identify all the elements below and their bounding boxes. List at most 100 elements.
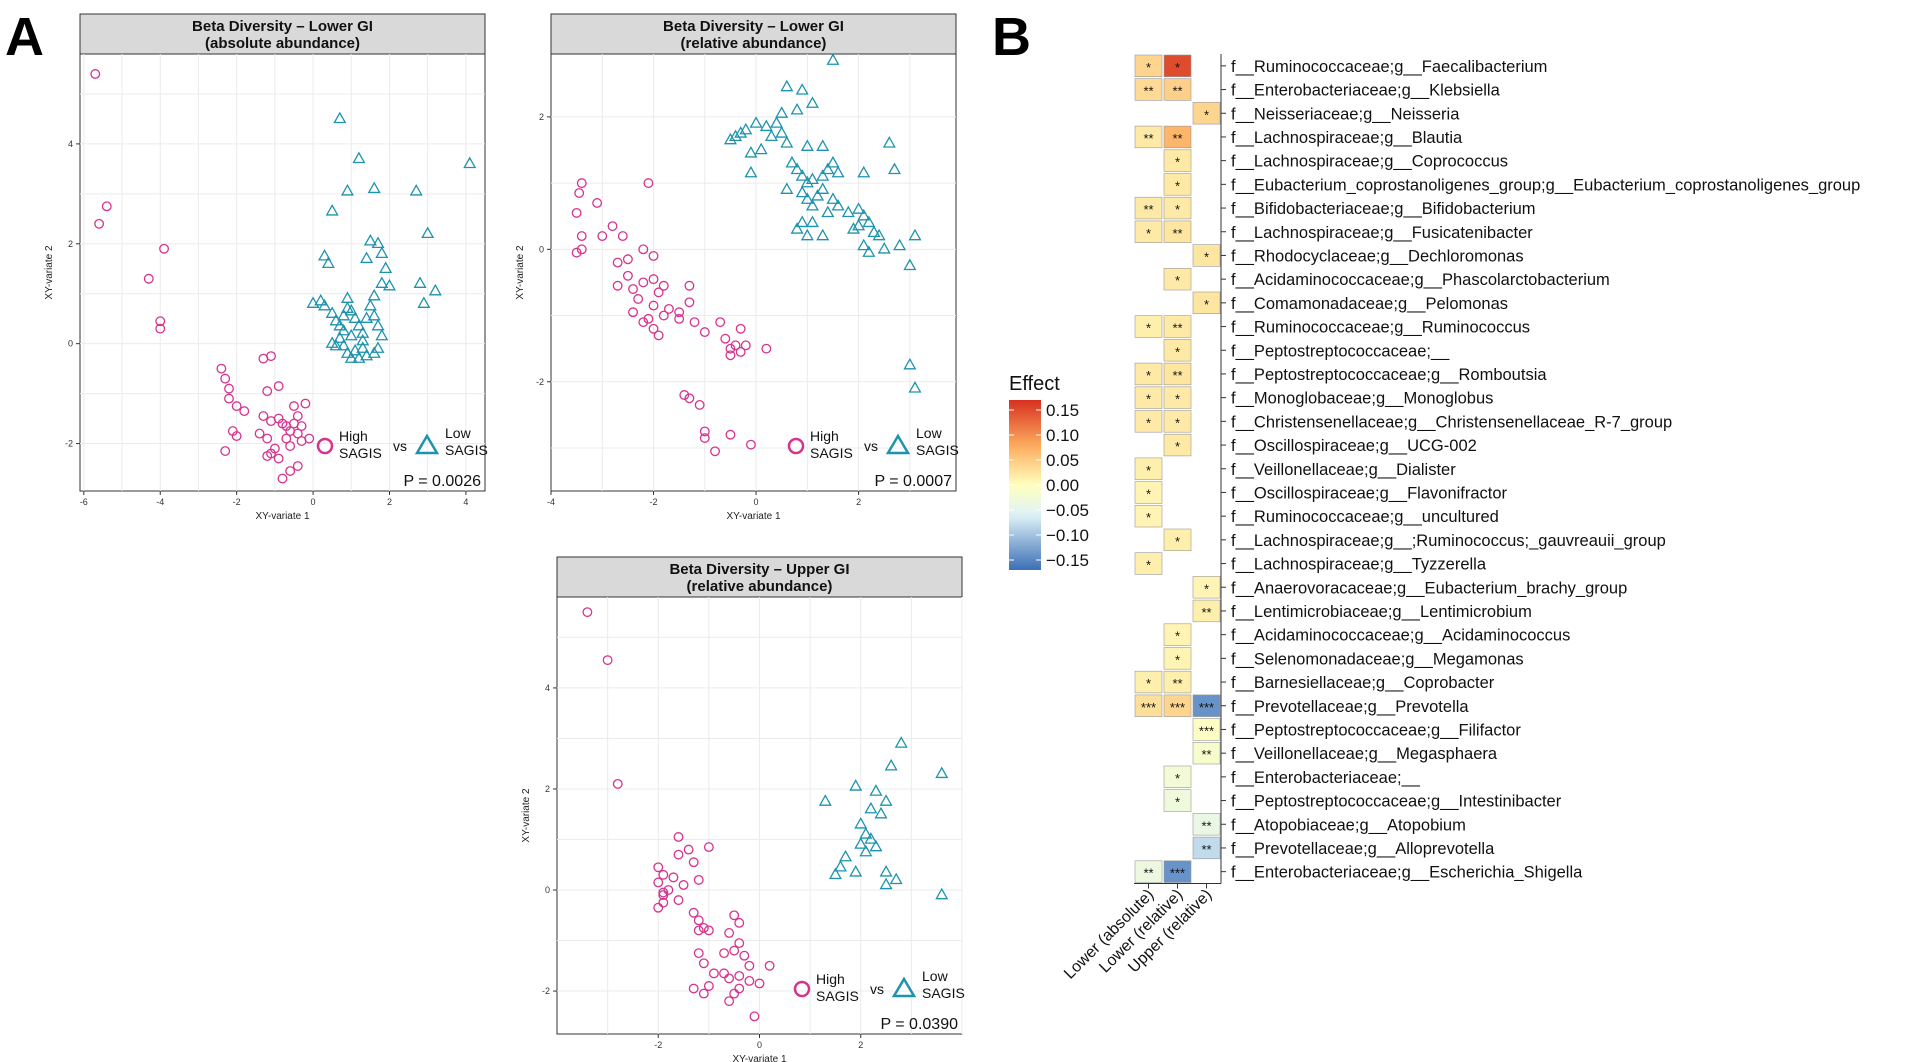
scatter-panel-upper_rel: Beta Diversity – Upper GI(relative abund… bbox=[521, 556, 965, 1062]
data-point-high bbox=[734, 917, 745, 928]
data-point-low bbox=[790, 102, 804, 115]
x-tick-label: -2 bbox=[650, 497, 658, 507]
heatmap-row: * * f__Monoglobaceae;g__Monoglobus bbox=[1134, 386, 1493, 409]
data-point-low bbox=[849, 865, 863, 877]
data-point-low bbox=[903, 357, 917, 370]
significance-stars: * bbox=[1175, 60, 1180, 75]
taxon-label: f__Oscillospiraceae;g__Flavonifractor bbox=[1231, 484, 1508, 502]
y-tick-label: -2 bbox=[65, 439, 73, 449]
significance-stars: * bbox=[1175, 795, 1180, 810]
data-point-high bbox=[693, 948, 704, 959]
taxon-label: f__Ruminococcaceae;g__uncultured bbox=[1231, 508, 1499, 526]
data-point-low bbox=[874, 806, 888, 819]
data-point-high bbox=[658, 280, 669, 291]
significance-stars: *** bbox=[1170, 866, 1185, 881]
data-point-low bbox=[869, 839, 883, 852]
significance-stars: ** bbox=[1201, 842, 1211, 857]
gridlines bbox=[557, 597, 963, 1034]
significance-stars: * bbox=[1146, 463, 1151, 478]
heatmap-cell bbox=[1192, 741, 1221, 765]
heatmap-cell bbox=[1163, 860, 1192, 883]
y-tick-label: 4 bbox=[68, 139, 73, 149]
significance-stars: ** bbox=[1201, 747, 1211, 762]
taxon-label: f__Monoglobaceae;g__Monoglobus bbox=[1231, 390, 1493, 408]
heatmap-cell bbox=[1134, 78, 1163, 101]
heatmap-row: * f__Enterobacteriaceae;__ bbox=[1163, 765, 1421, 789]
data-point-low bbox=[759, 119, 773, 132]
heatmap-row: ** *** f__Enterobacteriaceae;g__Escherichi… bbox=[1134, 860, 1583, 883]
data-point-high bbox=[761, 343, 772, 354]
data-point-high bbox=[698, 988, 709, 999]
data-point-high bbox=[266, 448, 276, 459]
data-point-low bbox=[821, 162, 835, 175]
taxon-label: f__Lachnospiraceae;g__Tyzzerella bbox=[1231, 556, 1487, 574]
taxon-label: f__Veillonellaceae;g__Megasphaera bbox=[1231, 745, 1498, 763]
data-point-high bbox=[262, 386, 273, 397]
heatmap-row: ** f__Lentimicrobiaceae;g__Lentimicrobium bbox=[1192, 599, 1532, 623]
heatmap-row: * * f__Ruminococcaceae;g__Faecalibacterium bbox=[1134, 54, 1547, 78]
data-point-high bbox=[658, 890, 669, 901]
data-point-low bbox=[795, 83, 809, 95]
data-point-low bbox=[805, 215, 819, 228]
significance-stars: * bbox=[1175, 629, 1180, 644]
data-point-high bbox=[617, 231, 628, 242]
data-point-low bbox=[816, 182, 830, 194]
data-point-low bbox=[795, 215, 809, 228]
heatmap-cell bbox=[1192, 599, 1221, 623]
panel-label-b: B bbox=[992, 7, 1031, 67]
data-point-low bbox=[356, 341, 370, 353]
data-point-high bbox=[94, 218, 105, 229]
data-point-high bbox=[749, 1011, 760, 1022]
heatmap-cell bbox=[1134, 54, 1163, 78]
significance-stars: ** bbox=[1143, 866, 1153, 881]
data-point-high bbox=[679, 390, 690, 400]
data-point-high bbox=[725, 429, 736, 440]
data-point-high bbox=[693, 915, 704, 926]
data-point-low bbox=[908, 381, 922, 393]
data-point-low bbox=[775, 126, 789, 138]
heatmap-cell bbox=[1192, 291, 1221, 315]
x-tick-label: -2 bbox=[654, 1040, 662, 1050]
data-point-low bbox=[775, 106, 789, 118]
data-point-low bbox=[333, 111, 347, 124]
significance-stars: ** bbox=[1143, 202, 1153, 217]
heatmap-cell bbox=[1163, 528, 1192, 552]
x-tick-label: -2 bbox=[233, 497, 241, 507]
data-point-low bbox=[780, 136, 794, 148]
data-point-low bbox=[367, 288, 381, 301]
taxon-label: f__Enterobacteriaceae;__ bbox=[1231, 769, 1421, 787]
data-point-low bbox=[417, 296, 431, 308]
data-point-high bbox=[216, 363, 227, 374]
heatmap-cell bbox=[1163, 125, 1192, 149]
data-point-low bbox=[325, 203, 339, 216]
data-point-high bbox=[592, 198, 603, 208]
taxon-label: f__Acidaminococcaceae;g__Phascolarctobac… bbox=[1231, 271, 1610, 289]
heatmap-row: * f__Lachnospiraceae;g__;Ruminococcus;_ga… bbox=[1163, 528, 1666, 552]
gridlines bbox=[551, 54, 956, 491]
data-point-low bbox=[348, 343, 362, 356]
data-point-high bbox=[703, 842, 714, 853]
data-point-low bbox=[869, 784, 883, 796]
heatmap-row: * f__Selenomonadaceae;g__Megamonas bbox=[1163, 647, 1524, 670]
data-point-low bbox=[903, 258, 917, 271]
significance-stars: * bbox=[1204, 581, 1209, 596]
heatmap-cell bbox=[1134, 504, 1163, 528]
significance-stars: * bbox=[1175, 392, 1180, 407]
x-tick-label: 2 bbox=[387, 497, 392, 507]
data-point-high bbox=[684, 393, 695, 404]
data-point-high bbox=[155, 316, 166, 327]
significance-stars: * bbox=[1146, 226, 1151, 241]
data-point-low bbox=[893, 238, 907, 251]
y-tick-label: -2 bbox=[536, 377, 544, 387]
significance-stars: * bbox=[1204, 107, 1209, 122]
legend-low-marker bbox=[891, 976, 917, 998]
data-point-high bbox=[220, 446, 231, 456]
data-point-low bbox=[828, 867, 842, 880]
data-point-low bbox=[908, 228, 922, 241]
heatmap-cell bbox=[1134, 552, 1163, 575]
significance-stars: * bbox=[1175, 652, 1180, 667]
data-point-low bbox=[790, 222, 804, 234]
data-point-low bbox=[780, 79, 794, 92]
legend-tick-label: −0.10 bbox=[1046, 526, 1089, 545]
significance-stars: ** bbox=[1172, 84, 1182, 99]
